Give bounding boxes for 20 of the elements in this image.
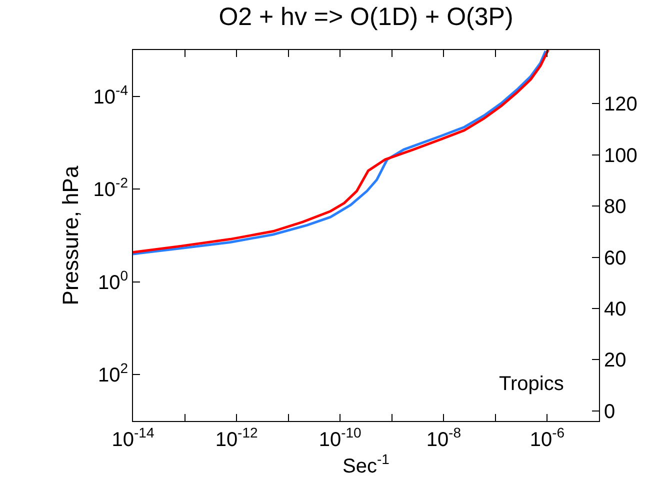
x-tick-label: 10$^{-10}$ [318, 424, 362, 451]
y-axis-title: Pressure, hPa [58, 165, 84, 306]
y2-tick-label: 100 [604, 144, 638, 167]
y2-tick-label: 60 [604, 247, 626, 270]
y2-tick-label: 0 [604, 400, 616, 423]
x-axis-title: Sec$^{-1}$ [342, 451, 390, 478]
y-tick-label: 10$^{2}$ [98, 360, 128, 387]
annotation: Tropics [499, 373, 564, 395]
x-tick-label: 10$^{-14}$ [112, 424, 154, 451]
x-tick-label: 10$^{-12}$ [215, 424, 258, 451]
x-tick-label: 10$^{-8}$ [426, 424, 462, 451]
y2-tick-label: 80 [604, 196, 626, 218]
y2-tick-label: 120 [604, 94, 638, 116]
y-tick-label: 10$^{-4}$ [93, 82, 128, 108]
y-tick-label: 10$^{-2}$ [93, 174, 128, 202]
y2-tick-label: 20 [604, 350, 626, 372]
y2-tick-label: 40 [604, 298, 626, 320]
chart-title: O2 + hv => O(1D) + O(3P) [218, 2, 514, 31]
x-tick-label: 10$^{-6}$ [530, 424, 565, 451]
y-tick-label: 10$^{0}$ [98, 267, 128, 294]
